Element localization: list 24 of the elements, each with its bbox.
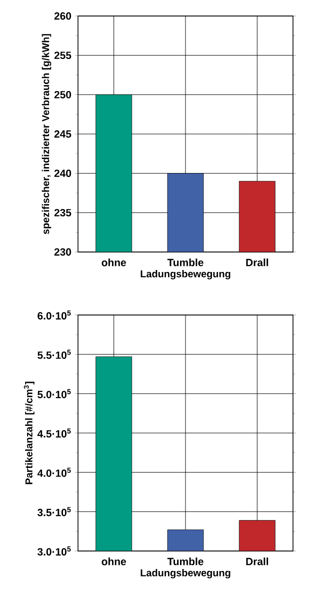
y-tick-label: 230 [54,248,72,256]
y-tick-label: 5.5·10$^{5}$ [38,350,71,359]
y-tick-label: 6.0·10$^{5}$ [38,310,71,320]
y-tick-label: 5.0·10$^{5}$ [38,389,71,398]
y-tick-label: 3.0·10$^{5}$ [37,546,71,556]
x-tick-label: Tumble [167,258,204,266]
x-tick-label: Tumble [167,558,204,566]
y-axis-title: Partikelanzahl [#/cm$^{3}$] [24,382,34,484]
y-tick-label: 260 [54,12,72,20]
y-axis-title: spezifischer, indizierter Verbrauch [g/kWh] [42,34,52,234]
x-tick-label: ohne [102,558,126,566]
y-tick-label: 240 [54,170,72,178]
x-axis-title: Ladungsbewegung [140,569,230,578]
y-tick-label: 250 [54,90,72,98]
y-tick-label: 255 [54,52,72,60]
y-tick-label: 3.5·10$^{5}$ [37,507,71,516]
x-tick-label: Drall [246,558,268,566]
x-tick-label: Drall [246,258,268,266]
y-tick-label: 4.0·10$^{5}$ [37,468,71,477]
y-tick-label: 4.5·10$^{5}$ [37,428,71,438]
x-axis-title: Ladungsbewegung [140,270,230,280]
y-tick-label: 245 [54,130,72,138]
x-tick-label: ohne [102,258,126,266]
y-tick-label: 235 [54,208,72,216]
